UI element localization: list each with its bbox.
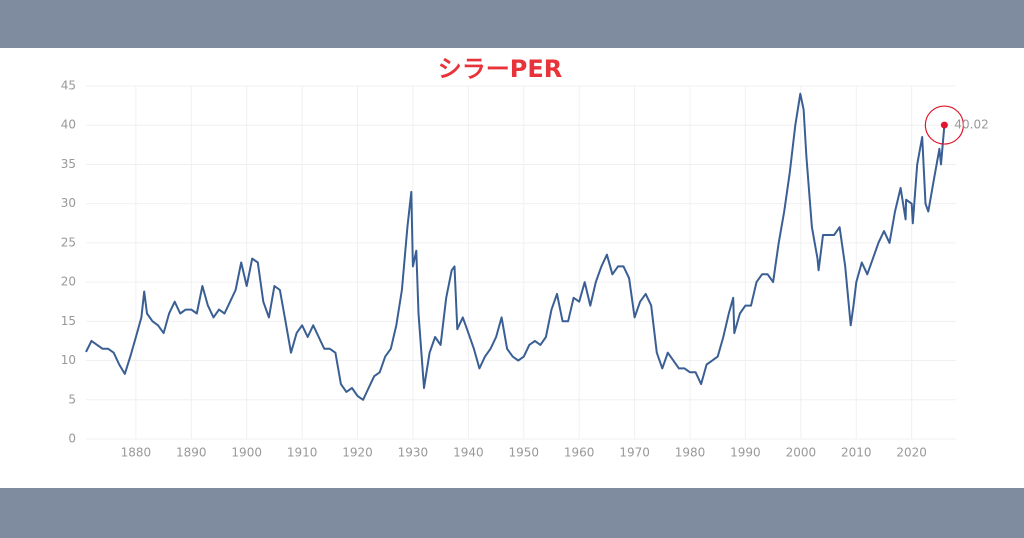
y-tick-label: 10 <box>61 353 76 367</box>
y-tick-label: 30 <box>61 196 76 210</box>
chart-title: シラーPER <box>438 55 562 83</box>
x-tick-label: 1960 <box>564 446 595 460</box>
x-tick-label: 1890 <box>176 446 207 460</box>
x-tick-label: 1900 <box>231 446 262 460</box>
x-tick-label: 1920 <box>342 446 373 460</box>
x-tick-label: 2000 <box>786 446 817 460</box>
y-tick-label: 40 <box>61 118 76 132</box>
x-tick-label: 1980 <box>675 446 706 460</box>
x-tick-label: 2020 <box>896 446 927 460</box>
x-tick-label: 1950 <box>508 446 539 460</box>
y-tick-label: 0 <box>68 432 76 446</box>
y-tick-label: 20 <box>61 275 76 289</box>
y-tick-label: 15 <box>61 314 76 328</box>
x-tick-label: 1910 <box>287 446 318 460</box>
bottom-band <box>0 488 1024 538</box>
x-tick-label: 1970 <box>619 446 650 460</box>
highlight-ring <box>924 105 964 145</box>
y-tick-label: 45 <box>61 79 76 93</box>
x-tick-label: 2010 <box>841 446 872 460</box>
top-band <box>0 0 1024 48</box>
line <box>85 92 946 401</box>
x-tick-label: 1930 <box>398 446 429 460</box>
x-tick-label: 1990 <box>730 446 761 460</box>
y-tick-label: 35 <box>61 157 76 171</box>
y-tick-label: 25 <box>61 235 76 249</box>
last-value-label: 40.02 <box>954 118 988 132</box>
x-tick-label: 1880 <box>121 446 152 460</box>
last-point <box>940 121 948 129</box>
chart: シラーPER 0 5 10 15 20 25 30 35 40 45 1880 1890 1900 191… <box>61 55 989 460</box>
y-tick-label: 5 <box>68 392 76 406</box>
x-tick-label: 1940 <box>453 446 484 460</box>
